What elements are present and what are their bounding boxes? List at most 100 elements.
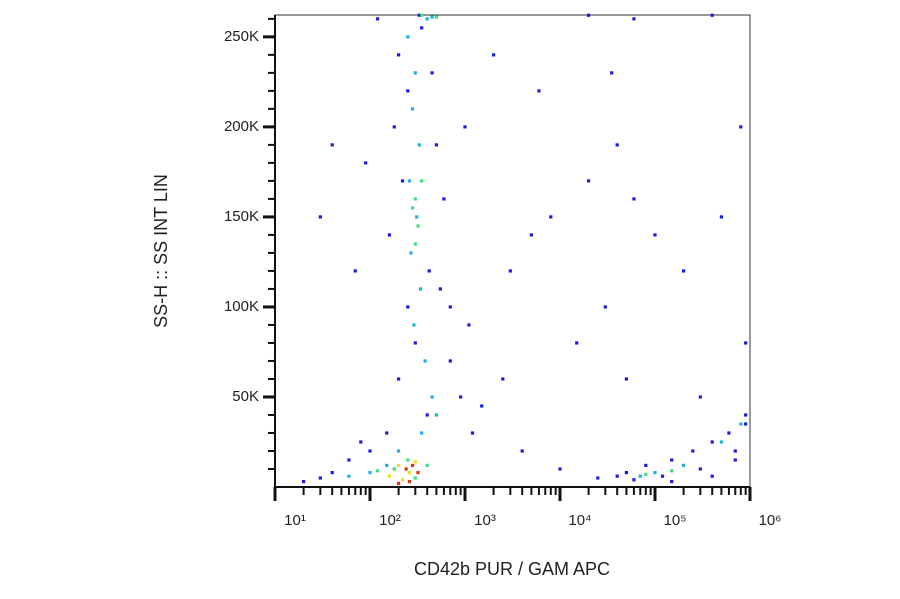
event-dot [744, 341, 748, 345]
event-dot [603, 305, 607, 309]
event-dot [442, 197, 446, 201]
event-dot [387, 233, 391, 237]
event-dot [406, 35, 410, 39]
event-dot [434, 413, 439, 417]
event-dot [406, 305, 410, 309]
event-dot [467, 323, 471, 327]
event-dot [670, 458, 674, 462]
event-dot [425, 463, 429, 467]
event-dot [434, 143, 439, 147]
event-dot [420, 26, 424, 30]
event-dot [387, 474, 391, 478]
event-dot [491, 53, 496, 57]
event-dot [632, 197, 636, 201]
event-dot [710, 13, 714, 17]
event-dot [407, 470, 412, 475]
event-dot [396, 481, 401, 485]
event-dot [416, 224, 420, 228]
event-dot [420, 13, 424, 17]
event-dot [615, 474, 619, 478]
event-dot [558, 467, 562, 471]
event-dot [407, 179, 412, 183]
event-dot [727, 431, 731, 435]
event-dot [586, 13, 591, 17]
event-dot [375, 469, 380, 473]
event-dot [670, 479, 674, 484]
x-tick-label: 10² [379, 512, 401, 529]
event-dot [681, 463, 686, 467]
event-dot [480, 404, 484, 408]
event-dot [529, 233, 534, 237]
event-dot [610, 71, 614, 75]
event-dot [470, 431, 475, 435]
event-dot [710, 474, 714, 478]
y-tick-label: 250K [224, 28, 259, 45]
event-dot [385, 463, 389, 467]
event-dot [396, 463, 401, 467]
event-dot [425, 17, 429, 21]
event-dot [396, 53, 401, 57]
event-dot [396, 449, 401, 453]
event-dot [347, 458, 351, 462]
x-tick-label: 10⁶ [759, 512, 782, 529]
event-dot [430, 395, 434, 399]
x-tick-label: 10¹ [284, 512, 306, 529]
event-dot [430, 71, 434, 75]
event-dot [413, 341, 417, 345]
event-dot [670, 469, 674, 473]
event-dot [448, 305, 452, 309]
event-dot [653, 470, 657, 475]
y-tick-label: 150K [224, 208, 259, 225]
event-dot [575, 341, 579, 345]
event-dot [392, 467, 396, 471]
event-dot [359, 440, 363, 444]
event-dot [596, 476, 600, 480]
event-dot [364, 161, 368, 165]
event-dot [691, 449, 695, 453]
event-dot [459, 395, 463, 399]
event-dot [420, 179, 424, 183]
event-dot [318, 476, 322, 480]
y-tick-label: 200K [224, 118, 259, 135]
event-dot [549, 215, 553, 219]
event-dot [400, 478, 405, 482]
event-dot [434, 15, 439, 19]
event-dot [385, 431, 389, 435]
event-dot [438, 287, 442, 291]
y-axis-label: SS-H :: SS INT LIN [151, 174, 171, 328]
x-axis-label: CD42b PUR / GAM APC [414, 559, 610, 579]
event-dot [392, 125, 396, 129]
event-dot [739, 125, 743, 129]
event-dot [624, 470, 629, 475]
event-dot [425, 413, 429, 417]
event-dot [644, 472, 648, 476]
event-dot [368, 449, 372, 453]
event-dot [632, 478, 636, 482]
event-dot [448, 359, 452, 363]
event-dot [368, 470, 372, 475]
event-dot [406, 458, 410, 462]
event-dot [413, 242, 417, 246]
event-dot [430, 15, 434, 19]
event-dot [710, 440, 714, 444]
event-dot [537, 89, 541, 93]
event-dot [318, 215, 322, 219]
event-dot [463, 125, 467, 129]
event-dot [624, 377, 629, 381]
event-dot [412, 323, 416, 327]
event-dot [744, 422, 748, 426]
event-dot [417, 143, 421, 147]
event-dot [353, 269, 357, 273]
event-dot [413, 197, 417, 201]
event-dot [719, 215, 724, 219]
event-dot [418, 287, 423, 291]
event-dot [744, 413, 748, 417]
event-dot [520, 449, 524, 453]
event-dot [638, 474, 642, 478]
event-dot [733, 449, 737, 453]
event-dot [423, 359, 427, 363]
event-dot [375, 17, 380, 21]
event-dot [653, 233, 657, 237]
event-dot [739, 422, 743, 426]
